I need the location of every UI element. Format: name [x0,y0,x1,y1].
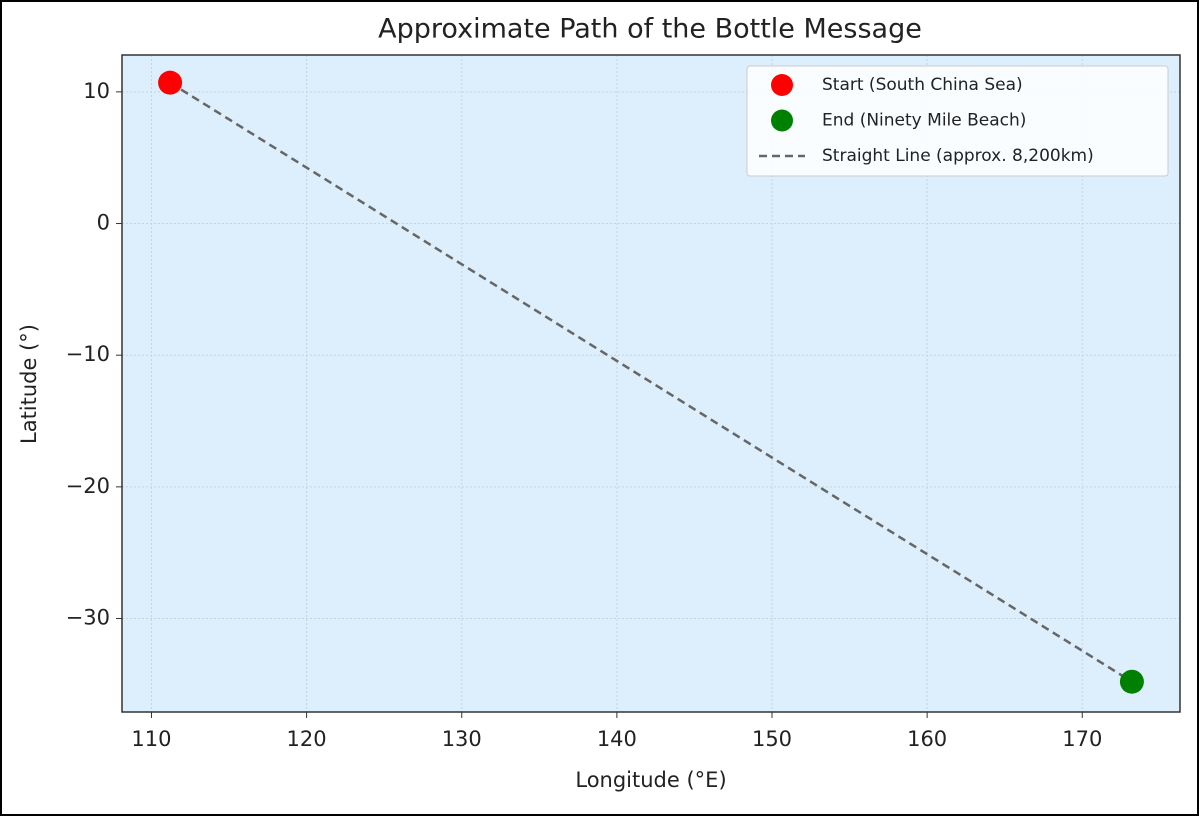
x-tick-label: 170 [1062,727,1102,751]
legend-label: Start (South China Sea) [822,75,1023,95]
chart-title: Approximate Path of the Bottle Message [378,14,922,45]
y-tick-label: 10 [83,79,110,103]
legend-box [746,65,1169,177]
legend-label: Straight Line (approx. 8,200km) [822,146,1094,166]
y-tick-label: −30 [66,606,110,630]
y-tick-label: −20 [66,474,110,498]
path-line [169,81,1133,683]
x-tick-label: 140 [597,727,637,751]
plot-border [121,54,1181,713]
point [158,70,183,95]
legend-label: End (Ninety Mile Beach) [822,111,1026,131]
x-axis-label: Longitude (°E) [575,768,726,792]
y-axis-label: Latitude (°) [17,324,41,444]
y-tick-label: −10 [66,342,110,366]
x-tick-label: 130 [442,727,482,751]
x-tick-label: 150 [752,727,792,751]
x-tick-label: 160 [907,727,947,751]
legend-marker [771,74,793,96]
y-tick-label: 0 [97,211,110,235]
legend-marker [771,109,793,132]
x-tick-label: 120 [287,727,327,751]
point [1119,669,1144,694]
x-tick-label: 110 [131,727,171,751]
